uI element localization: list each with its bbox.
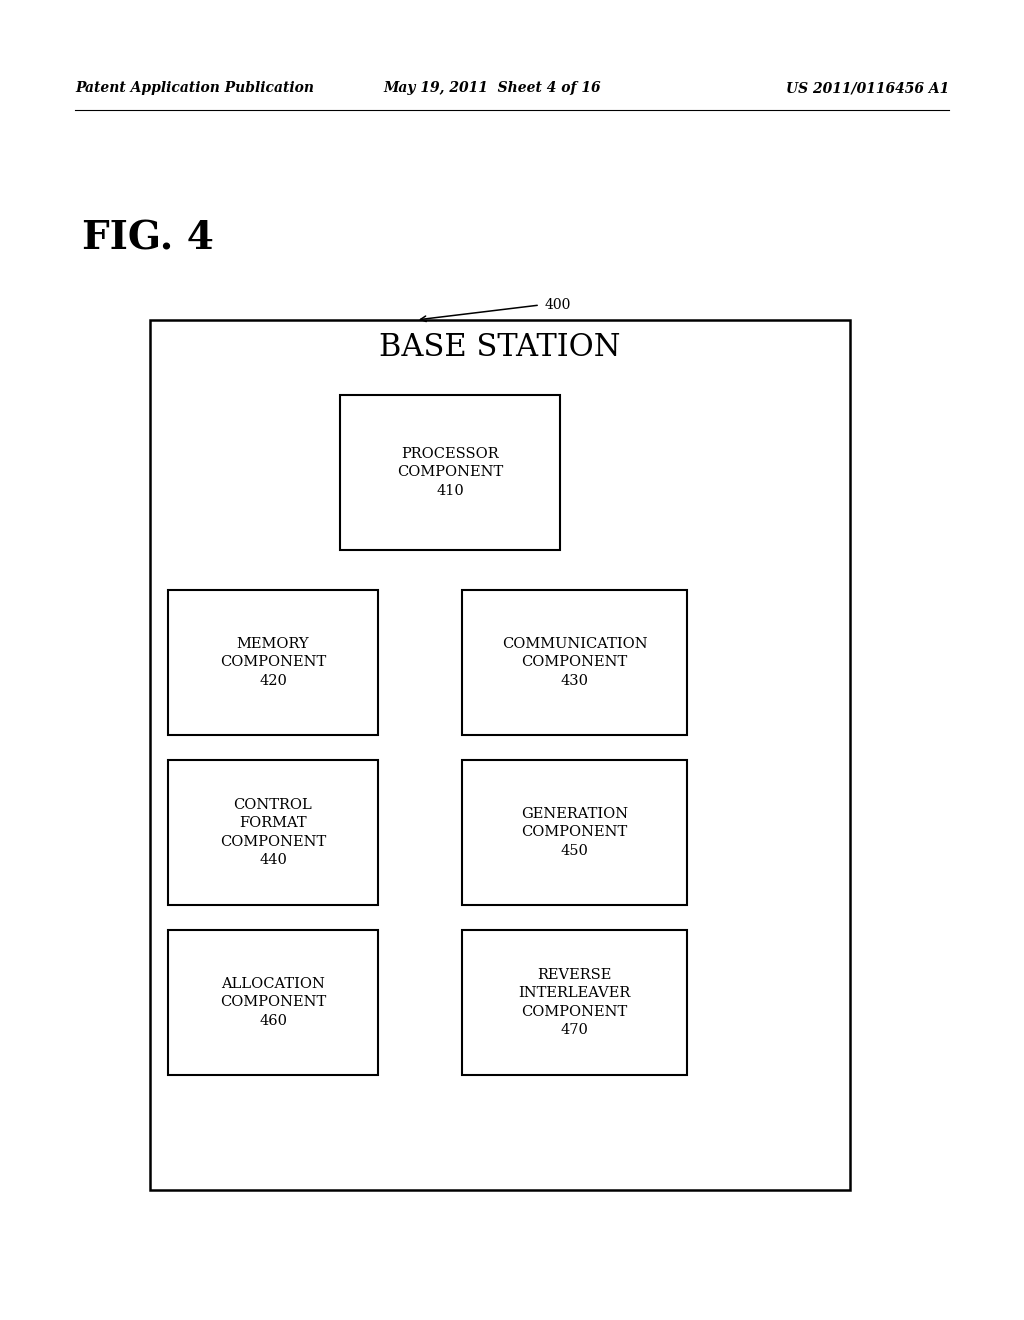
Bar (462, 931, 687, 1074)
Text: COMMUNICATION
COMPONENT
430: COMMUNICATION COMPONENT 430 (502, 638, 647, 688)
Text: REVERSE
INTERLEAVER
COMPONENT
470: REVERSE INTERLEAVER COMPONENT 470 (518, 968, 631, 1038)
Text: US 2011/0116456 A1: US 2011/0116456 A1 (785, 81, 949, 95)
Text: GENERATION
COMPONENT
450: GENERATION COMPONENT 450 (521, 807, 628, 858)
Bar (150, 319, 850, 1191)
Text: BASE STATION: BASE STATION (379, 333, 621, 363)
Text: CONTROL
FORMAT
COMPONENT
440: CONTROL FORMAT COMPONENT 440 (220, 797, 326, 867)
Bar (168, 760, 378, 906)
Text: FIG. 4: FIG. 4 (82, 220, 214, 257)
Text: 400: 400 (545, 298, 571, 312)
Text: ALLOCATION
COMPONENT
460: ALLOCATION COMPONENT 460 (220, 977, 326, 1028)
Bar (462, 760, 687, 906)
Bar (168, 931, 378, 1074)
Bar (168, 590, 378, 735)
Text: Patent Application Publication: Patent Application Publication (75, 81, 314, 95)
Bar (462, 590, 687, 735)
Text: PROCESSOR
COMPONENT
410: PROCESSOR COMPONENT 410 (397, 447, 503, 498)
Text: May 19, 2011  Sheet 4 of 16: May 19, 2011 Sheet 4 of 16 (383, 81, 601, 95)
Text: MEMORY
COMPONENT
420: MEMORY COMPONENT 420 (220, 638, 326, 688)
Bar (340, 395, 560, 550)
